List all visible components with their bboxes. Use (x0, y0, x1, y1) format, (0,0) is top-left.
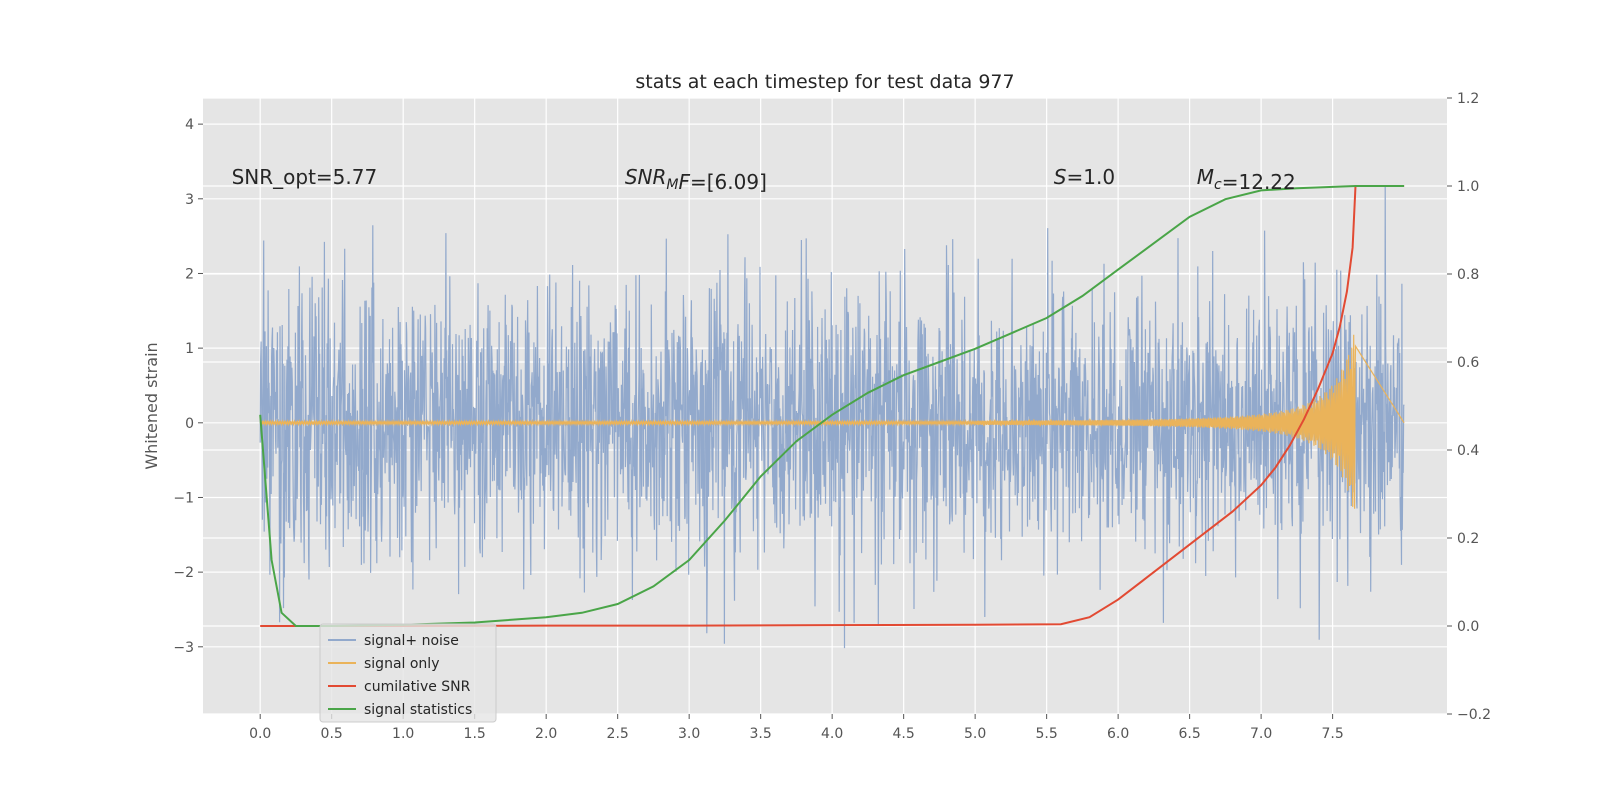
x-tick-label: 3.0 (678, 726, 700, 742)
annotations: SNR_opt=5.77 SNRMF=[6.09] S=1.0 Mc=12.22 (232, 165, 1296, 194)
annotation: SNRMF=[6.09] (625, 165, 767, 194)
x-tick-label: 1.0 (392, 726, 414, 742)
legend-label: signal+ noise (364, 633, 459, 649)
x-tick-label: 4.5 (893, 726, 915, 742)
y2-tick-label: 1.0 (1457, 179, 1479, 195)
x-tick-label: 2.0 (535, 726, 557, 742)
x-tick-label: 7.0 (1250, 726, 1272, 742)
x-tick-label: 4.0 (821, 726, 843, 742)
x-tick-label: 5.0 (964, 726, 986, 742)
y-tick-label: 2 (185, 266, 194, 282)
legend-label: signal statistics (364, 702, 472, 718)
legend-box (319, 623, 497, 723)
x-tick-label: 6.0 (1107, 726, 1129, 742)
annotation: Mc=12.22 (1197, 165, 1296, 194)
annotation: SNR_opt=5.77 (232, 165, 378, 189)
x-tick-label: 6.5 (1178, 726, 1200, 742)
x-axis: 0.0 0.5 1.0 1.5 2.0 2.5 3.0 3.5 4.0 4.5 5.0 5.5 6.0 6… (249, 714, 1344, 742)
y2-tick-label: 0.4 (1457, 443, 1479, 459)
x-tick-label: 2.5 (607, 726, 629, 742)
y-axis-right: −0.2 0.0 0.2 0.4 0.6 0.8 1.0 1.2 (1447, 91, 1491, 723)
y2-tick-label: 0.8 (1457, 267, 1479, 283)
y2-tick-label: 0.0 (1457, 619, 1479, 635)
x-tick-label: 5.5 (1035, 726, 1057, 742)
y2-tick-label: 1.2 (1457, 91, 1479, 107)
y-tick-label: −3 (173, 640, 194, 656)
y-axis-label: Whitened strain (142, 342, 161, 469)
y-tick-label: 4 (185, 117, 194, 133)
y-axis-left: −3 −2 −1 0 1 2 3 4 (173, 117, 203, 656)
annotation: S=1.0 (1054, 165, 1115, 189)
x-tick-label: 7.5 (1321, 726, 1343, 742)
legend-label: cumilative SNR (364, 679, 471, 695)
chart-title: stats at each timestep for test data 977 (635, 71, 1014, 93)
y2-tick-label: 0.6 (1457, 355, 1479, 371)
series-signal-only (259, 334, 1405, 509)
y2-tick-label: 0.2 (1457, 531, 1479, 547)
x-tick-label: 3.5 (750, 726, 772, 742)
y-tick-label: 0 (185, 416, 194, 432)
x-tick-label: 0.0 (249, 726, 271, 742)
x-tick-label: 1.5 (464, 726, 486, 742)
y-tick-label: 3 (185, 192, 194, 208)
y2-tick-label: −0.2 (1457, 707, 1491, 723)
series-cumulative-snr (260, 185, 1405, 627)
x-tick-label: 0.5 (321, 726, 343, 742)
y-tick-label: −2 (173, 565, 194, 581)
series-signal-plus-noise (259, 186, 1405, 649)
y-tick-label: −1 (173, 490, 194, 506)
y-tick-label: 1 (185, 341, 194, 357)
legend: signal+ noise signal only cumilative SNR si… (319, 623, 497, 723)
legend-label: signal only (364, 656, 439, 672)
